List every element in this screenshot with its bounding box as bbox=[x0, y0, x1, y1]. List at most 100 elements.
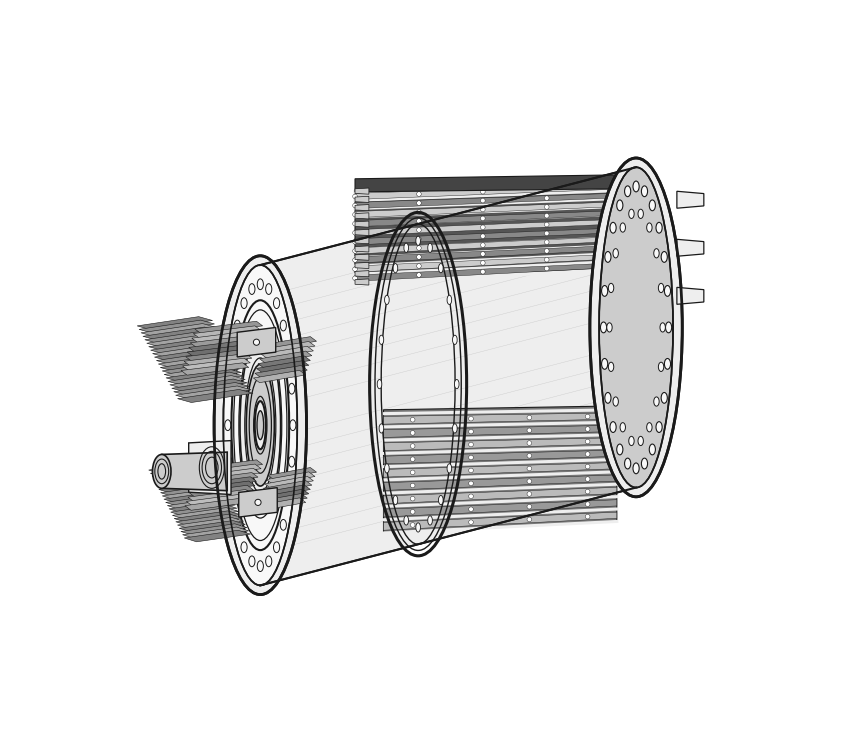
Polygon shape bbox=[384, 512, 617, 530]
Ellipse shape bbox=[468, 417, 473, 421]
Ellipse shape bbox=[608, 185, 613, 190]
Ellipse shape bbox=[527, 428, 531, 432]
Polygon shape bbox=[154, 472, 220, 484]
Ellipse shape bbox=[629, 209, 634, 219]
Polygon shape bbox=[149, 462, 215, 474]
Polygon shape bbox=[147, 334, 222, 347]
Ellipse shape bbox=[625, 458, 631, 469]
Polygon shape bbox=[264, 337, 316, 349]
Polygon shape bbox=[139, 320, 214, 333]
Ellipse shape bbox=[353, 258, 358, 262]
Ellipse shape bbox=[608, 284, 613, 293]
Ellipse shape bbox=[353, 203, 358, 208]
Ellipse shape bbox=[225, 420, 231, 431]
Ellipse shape bbox=[599, 167, 673, 487]
Polygon shape bbox=[164, 492, 230, 503]
Ellipse shape bbox=[544, 214, 549, 218]
Polygon shape bbox=[259, 493, 308, 506]
Ellipse shape bbox=[226, 456, 232, 467]
Ellipse shape bbox=[608, 211, 613, 215]
Polygon shape bbox=[264, 481, 312, 493]
Polygon shape bbox=[355, 211, 613, 227]
Ellipse shape bbox=[646, 223, 652, 232]
Ellipse shape bbox=[620, 223, 626, 232]
Polygon shape bbox=[677, 287, 704, 305]
Ellipse shape bbox=[353, 194, 358, 199]
Ellipse shape bbox=[447, 464, 452, 473]
Polygon shape bbox=[156, 475, 222, 487]
Polygon shape bbox=[159, 482, 225, 493]
Ellipse shape bbox=[353, 230, 358, 235]
Ellipse shape bbox=[384, 464, 389, 473]
Ellipse shape bbox=[468, 520, 473, 524]
Ellipse shape bbox=[416, 236, 421, 245]
Ellipse shape bbox=[468, 468, 473, 473]
Polygon shape bbox=[168, 372, 244, 385]
Ellipse shape bbox=[544, 266, 549, 271]
Polygon shape bbox=[137, 317, 213, 329]
Ellipse shape bbox=[280, 520, 286, 530]
Ellipse shape bbox=[544, 196, 549, 201]
Ellipse shape bbox=[439, 263, 443, 273]
Ellipse shape bbox=[527, 441, 531, 445]
Polygon shape bbox=[155, 348, 230, 361]
Ellipse shape bbox=[255, 401, 266, 449]
Ellipse shape bbox=[600, 322, 607, 333]
Polygon shape bbox=[173, 508, 238, 519]
Ellipse shape bbox=[240, 337, 281, 514]
Polygon shape bbox=[174, 383, 249, 396]
Ellipse shape bbox=[646, 423, 652, 432]
Ellipse shape bbox=[608, 228, 613, 233]
Polygon shape bbox=[259, 351, 312, 363]
Ellipse shape bbox=[544, 223, 549, 227]
Ellipse shape bbox=[610, 422, 616, 432]
Ellipse shape bbox=[257, 561, 264, 572]
Ellipse shape bbox=[416, 273, 422, 277]
Ellipse shape bbox=[410, 510, 415, 514]
Ellipse shape bbox=[480, 190, 486, 194]
Ellipse shape bbox=[661, 393, 667, 403]
Polygon shape bbox=[162, 452, 227, 490]
Polygon shape bbox=[257, 361, 308, 373]
Ellipse shape bbox=[544, 249, 549, 253]
Polygon shape bbox=[677, 239, 704, 256]
Polygon shape bbox=[143, 327, 219, 340]
Polygon shape bbox=[260, 490, 308, 502]
Polygon shape bbox=[190, 335, 258, 347]
Ellipse shape bbox=[234, 320, 240, 331]
Ellipse shape bbox=[544, 205, 549, 209]
Polygon shape bbox=[258, 356, 310, 368]
Ellipse shape bbox=[527, 492, 531, 496]
Polygon shape bbox=[181, 524, 247, 535]
Ellipse shape bbox=[416, 255, 422, 259]
Ellipse shape bbox=[379, 335, 384, 344]
Polygon shape bbox=[177, 390, 253, 402]
Ellipse shape bbox=[607, 323, 613, 332]
Polygon shape bbox=[355, 237, 613, 254]
Polygon shape bbox=[191, 481, 255, 493]
Ellipse shape bbox=[480, 234, 486, 238]
Polygon shape bbox=[355, 220, 613, 236]
Ellipse shape bbox=[285, 350, 291, 360]
Ellipse shape bbox=[656, 422, 662, 432]
Polygon shape bbox=[355, 213, 369, 219]
Polygon shape bbox=[171, 505, 237, 516]
Polygon shape bbox=[355, 279, 369, 285]
Polygon shape bbox=[355, 196, 369, 202]
Polygon shape bbox=[384, 450, 617, 464]
Ellipse shape bbox=[629, 436, 634, 446]
Ellipse shape bbox=[416, 192, 422, 196]
Polygon shape bbox=[384, 462, 617, 478]
Ellipse shape bbox=[480, 243, 486, 247]
Polygon shape bbox=[187, 494, 251, 506]
Ellipse shape bbox=[454, 380, 459, 389]
Ellipse shape bbox=[585, 490, 590, 494]
Ellipse shape bbox=[214, 256, 307, 595]
Ellipse shape bbox=[410, 457, 415, 462]
Polygon shape bbox=[194, 472, 258, 485]
Ellipse shape bbox=[229, 350, 235, 360]
Ellipse shape bbox=[274, 542, 280, 553]
Polygon shape bbox=[168, 498, 233, 509]
Ellipse shape bbox=[393, 263, 397, 273]
Ellipse shape bbox=[608, 193, 613, 198]
